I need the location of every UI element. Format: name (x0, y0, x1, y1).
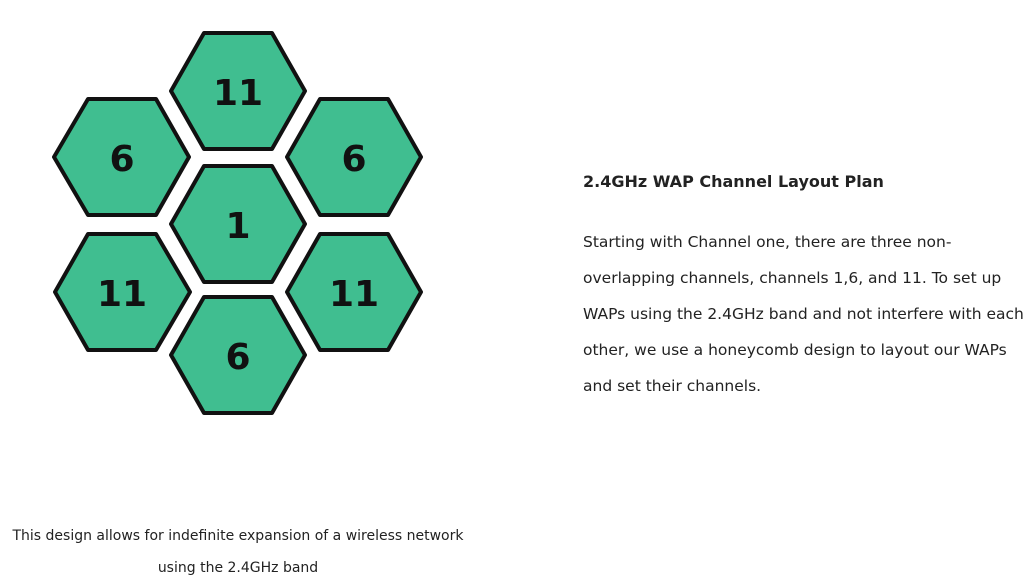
hexagon-lower-left (53, 232, 192, 352)
hexagon-lower-right (285, 232, 423, 352)
description-paragraph: Starting with Channel one, there are thr… (583, 224, 1024, 404)
diagram-caption-line-1: This design allows for indefinite expans… (12, 528, 464, 544)
description-line-1: Starting with Channel one, there are thr… (583, 233, 952, 251)
hex-cell-lower-right: 11 (285, 232, 423, 352)
description-line-4: other, we use a honeycomb design to layo… (583, 341, 1007, 359)
hexagon-center (169, 164, 307, 284)
channel-label-lower-left: 11 (97, 274, 147, 315)
hexagon-bottom (169, 295, 307, 415)
diagram-caption-line-2: using the 2.4GHz band (157, 560, 319, 576)
hex-cell-top: 11 (169, 31, 307, 151)
honeycomb-channel-diagram: 11 6 6 1 11 11 6 (52, 31, 423, 415)
channel-label-upper-right: 6 (341, 139, 366, 180)
section-title: 2.4GHz WAP Channel Layout Plan (583, 172, 884, 191)
hex-cell-bottom: 6 (169, 295, 307, 415)
hexagon-top (169, 31, 307, 151)
hex-cell-lower-left: 11 (53, 232, 192, 352)
hex-cell-upper-right: 6 (285, 97, 423, 217)
description-line-2: overlapping channels, channels 1,6, and … (583, 269, 1002, 287)
description-line-3: WAPs using the 2.4GHz band and not inter… (583, 305, 1024, 323)
description-line-5: and set their channels. (583, 377, 762, 395)
hex-cell-upper-left: 6 (52, 97, 191, 217)
channel-label-bottom: 6 (225, 337, 250, 378)
channel-label-lower-right: 11 (329, 274, 379, 315)
channel-label-upper-left: 6 (109, 139, 134, 180)
hexagon-upper-left (52, 97, 191, 217)
channel-label-center: 1 (225, 206, 250, 247)
hexagon-upper-right (285, 97, 423, 217)
hex-cell-center: 1 (169, 164, 307, 284)
channel-label-top: 11 (213, 73, 263, 114)
